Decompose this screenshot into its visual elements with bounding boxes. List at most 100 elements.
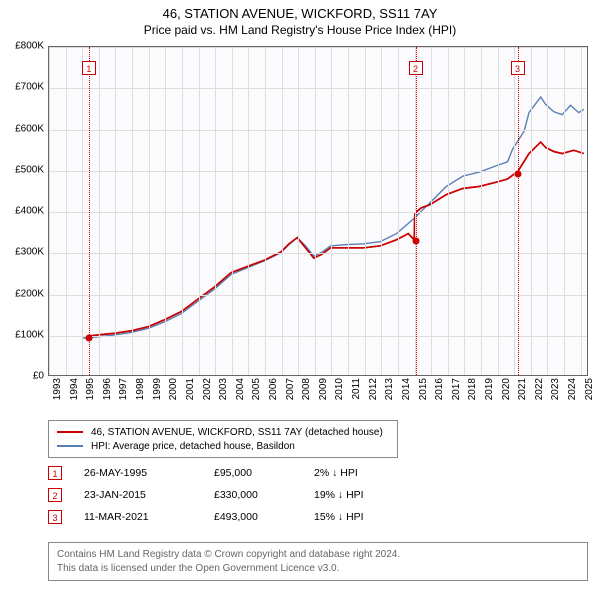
x-axis-label: 2023 bbox=[550, 378, 561, 408]
legend-item: 46, STATION AVENUE, WICKFORD, SS11 7AY (… bbox=[57, 425, 389, 439]
gridline-horizontal bbox=[49, 88, 587, 89]
gridline-vertical bbox=[348, 47, 349, 375]
gridline-vertical bbox=[199, 47, 200, 375]
x-axis-label: 2008 bbox=[301, 378, 312, 408]
x-axis-label: 2018 bbox=[467, 378, 478, 408]
x-axis-label: 1998 bbox=[135, 378, 146, 408]
gridline-vertical bbox=[182, 47, 183, 375]
x-axis-label: 2001 bbox=[185, 378, 196, 408]
attribution-line-2: This data is licensed under the Open Gov… bbox=[57, 562, 579, 576]
event-hpi-diff: 19% ↓ HPI bbox=[314, 489, 424, 501]
event-badge: 3 bbox=[511, 61, 525, 75]
gridline-vertical bbox=[365, 47, 366, 375]
gridline-vertical bbox=[132, 47, 133, 375]
gridline-horizontal bbox=[49, 130, 587, 131]
transaction-point bbox=[85, 334, 92, 341]
y-axis-label: £500K bbox=[4, 164, 44, 175]
x-axis-label: 2011 bbox=[351, 378, 362, 408]
gridline-horizontal bbox=[49, 47, 587, 48]
gridline-vertical bbox=[514, 47, 515, 375]
event-row: 1 26-MAY-1995£95,0002% ↓ HPI bbox=[48, 462, 588, 484]
gridline-horizontal bbox=[49, 253, 587, 254]
gridline-vertical bbox=[99, 47, 100, 375]
event-price: £493,000 bbox=[214, 511, 314, 523]
event-index-badge: 1 bbox=[48, 466, 62, 480]
legend: 46, STATION AVENUE, WICKFORD, SS11 7AY (… bbox=[48, 420, 398, 458]
x-axis-label: 2019 bbox=[484, 378, 495, 408]
y-axis-label: £300K bbox=[4, 247, 44, 258]
gridline-vertical bbox=[431, 47, 432, 375]
gridline-vertical bbox=[298, 47, 299, 375]
transaction-point bbox=[514, 170, 521, 177]
transaction-events: 126-MAY-1995£95,0002% ↓ HPI223-JAN-2015£… bbox=[48, 462, 588, 528]
x-axis-label: 2020 bbox=[501, 378, 512, 408]
x-axis-label: 1993 bbox=[52, 378, 63, 408]
x-axis-label: 2012 bbox=[368, 378, 379, 408]
gridline-vertical bbox=[581, 47, 582, 375]
x-axis-label: 1994 bbox=[69, 378, 80, 408]
gridline-vertical bbox=[265, 47, 266, 375]
gridline-vertical bbox=[115, 47, 116, 375]
gridline-vertical bbox=[331, 47, 332, 375]
x-axis-label: 2017 bbox=[451, 378, 462, 408]
gridline-vertical bbox=[464, 47, 465, 375]
transaction-point bbox=[412, 237, 419, 244]
y-axis-label: £200K bbox=[4, 288, 44, 299]
x-axis-label: 2010 bbox=[334, 378, 345, 408]
title-block: 46, STATION AVENUE, WICKFORD, SS11 7AY P… bbox=[0, 0, 600, 39]
gridline-vertical bbox=[149, 47, 150, 375]
legend-swatch bbox=[57, 431, 83, 433]
attribution-box: Contains HM Land Registry data © Crown c… bbox=[48, 542, 588, 581]
gridline-vertical bbox=[49, 47, 50, 375]
gridline-vertical bbox=[215, 47, 216, 375]
x-axis-label: 2015 bbox=[418, 378, 429, 408]
chart-subtitle: Price paid vs. HM Land Registry's House … bbox=[0, 23, 600, 37]
event-date: 23-JAN-2015 bbox=[84, 489, 214, 501]
gridline-vertical bbox=[165, 47, 166, 375]
event-hpi-diff: 15% ↓ HPI bbox=[314, 511, 424, 523]
x-axis-label: 1996 bbox=[102, 378, 113, 408]
legend-label: HPI: Average price, detached house, Basi… bbox=[91, 441, 295, 452]
event-badge: 2 bbox=[409, 61, 423, 75]
x-axis-label: 2000 bbox=[168, 378, 179, 408]
chart-plot-area: 1 2 3 bbox=[48, 46, 588, 376]
x-axis-label: 2014 bbox=[401, 378, 412, 408]
event-date: 11-MAR-2021 bbox=[84, 511, 214, 523]
x-axis-label: 2005 bbox=[251, 378, 262, 408]
x-axis-label: 1995 bbox=[85, 378, 96, 408]
event-marker-line bbox=[518, 47, 519, 375]
y-axis-label: £100K bbox=[4, 329, 44, 340]
legend-swatch bbox=[57, 445, 83, 447]
x-axis-label: 2022 bbox=[534, 378, 545, 408]
gridline-vertical bbox=[531, 47, 532, 375]
attribution-line-1: Contains HM Land Registry data © Crown c… bbox=[57, 548, 579, 562]
x-axis-label: 2024 bbox=[567, 378, 578, 408]
event-price: £330,000 bbox=[214, 489, 314, 501]
gridline-vertical bbox=[498, 47, 499, 375]
x-axis-label: 2002 bbox=[202, 378, 213, 408]
gridline-vertical bbox=[232, 47, 233, 375]
event-marker-line bbox=[89, 47, 90, 375]
y-axis-label: £600K bbox=[4, 123, 44, 134]
event-badge: 1 bbox=[82, 61, 96, 75]
legend-item: HPI: Average price, detached house, Basi… bbox=[57, 439, 389, 453]
gridline-horizontal bbox=[49, 212, 587, 213]
event-date: 26-MAY-1995 bbox=[84, 467, 214, 479]
gridline-horizontal bbox=[49, 171, 587, 172]
event-hpi-diff: 2% ↓ HPI bbox=[314, 467, 424, 479]
event-price: £95,000 bbox=[214, 467, 314, 479]
chart-title: 46, STATION AVENUE, WICKFORD, SS11 7AY bbox=[0, 6, 600, 21]
gridline-horizontal bbox=[49, 295, 587, 296]
x-axis-label: 1999 bbox=[152, 378, 163, 408]
x-axis-label: 2025 bbox=[584, 378, 595, 408]
gridline-vertical bbox=[282, 47, 283, 375]
line-series-svg bbox=[49, 47, 587, 375]
x-axis-label: 2007 bbox=[285, 378, 296, 408]
gridline-vertical bbox=[248, 47, 249, 375]
event-index-badge: 3 bbox=[48, 510, 62, 524]
gridline-vertical bbox=[315, 47, 316, 375]
gridline-horizontal bbox=[49, 336, 587, 337]
chart-container: 46, STATION AVENUE, WICKFORD, SS11 7AY P… bbox=[0, 0, 600, 590]
x-axis-label: 2013 bbox=[384, 378, 395, 408]
gridline-vertical bbox=[82, 47, 83, 375]
